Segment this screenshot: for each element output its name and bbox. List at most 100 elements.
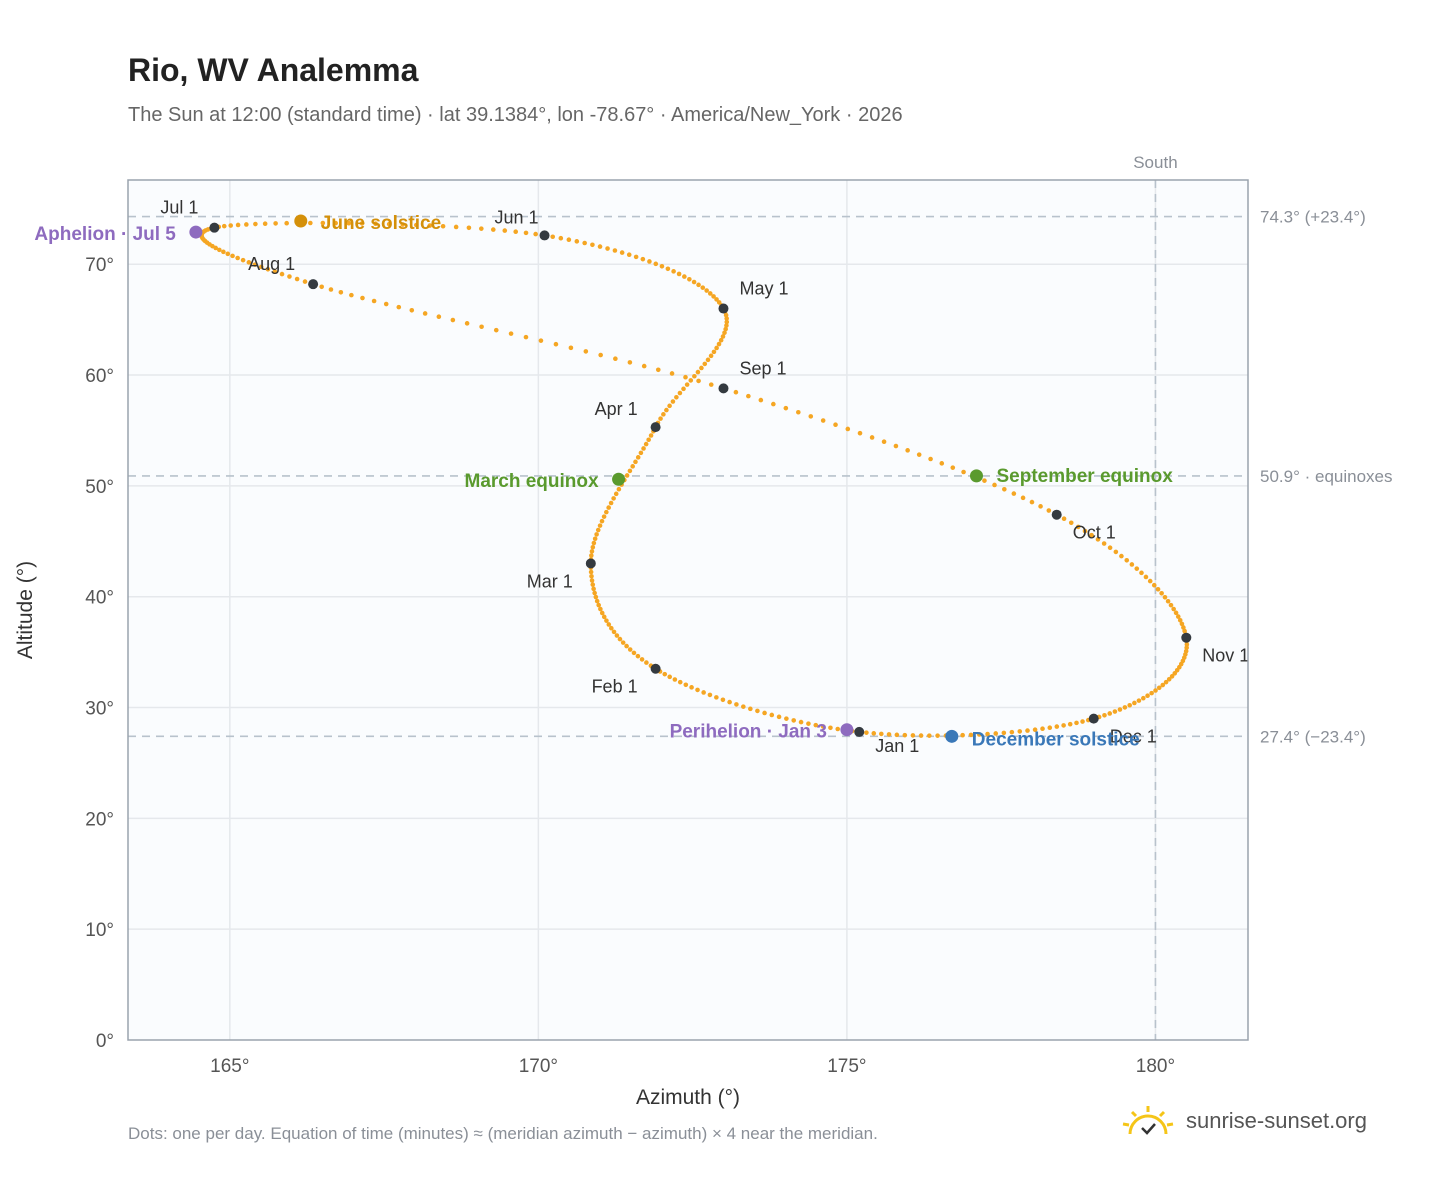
daily-dot [1017,729,1023,734]
axis-ticks: 165° 170° 175° 180° 0° 10° 20° 30° 40° 50° 60° 70° [85,255,1175,1077]
daily-dot [258,264,264,270]
event-label: Aphelion · Jul 5 [34,224,176,245]
daily-dot [695,687,700,693]
daily-dot [677,679,683,685]
daily-dot [1002,486,1007,492]
daily-dot [589,573,594,579]
daily-dot [284,220,289,226]
daily-dot [590,544,596,550]
daily-dot [820,418,826,423]
daily-dot [1025,728,1030,733]
event-dot [945,729,959,743]
daily-dot [253,221,258,227]
daily-dot [440,223,446,229]
daily-dot [1145,693,1150,699]
daily-dot [338,289,344,295]
daily-dot [246,260,252,265]
daily-dot [568,345,574,351]
daily-dot [422,311,428,316]
plot-area [128,180,1248,1040]
daily-dot [714,345,719,351]
x-tick-label: 170° [519,1056,558,1077]
daily-dot [746,393,751,399]
daily-dot [696,282,701,288]
daily-dot [599,518,605,524]
daily-dot [605,246,610,251]
daily-dot [360,295,365,301]
y-tick-label: 70° [85,255,114,276]
daily-dot [833,422,838,428]
daily-dot [667,674,672,680]
daily-dot [676,271,682,277]
brand[interactable]: sunrise-sunset.org [1120,1104,1367,1138]
daily-dot [1061,516,1067,522]
daily-dot [590,582,596,587]
daily-dot [279,271,285,277]
brand-text[interactable]: sunrise-sunset.org [1186,1108,1367,1133]
x-tick-label: 165° [210,1056,249,1077]
daily-dot [724,323,729,328]
month-dot [1051,509,1062,520]
daily-dot [724,319,730,325]
month-label: Jan 1 [875,736,919,756]
daily-dot [1040,726,1045,732]
daily-dot [960,732,965,738]
daily-dot [1184,642,1190,647]
daily-dot [662,671,668,677]
month-dot [585,558,596,569]
daily-dot [700,285,706,290]
daily-dot [1054,724,1060,729]
daily-dot [619,250,625,255]
daily-dot [835,726,841,732]
daily-dot [479,226,484,231]
daily-dot [714,695,719,700]
daily-dot [333,220,338,226]
event-label: June solstice [321,213,441,234]
daily-dot [601,514,607,519]
daily-dot [630,464,635,469]
y-tick-label: 40° [85,588,114,609]
daily-dot [672,677,678,682]
daily-dot [302,279,308,284]
daily-dot [373,221,378,227]
daily-dot [624,643,629,649]
daily-dot [961,469,966,475]
daily-dot [608,500,614,506]
daily-dot [791,718,797,723]
daily-dot [493,327,499,333]
daily-dot [1029,499,1035,505]
daily-dot [240,257,246,263]
daily-dot [1061,723,1066,728]
daily-dot [589,549,595,554]
month-dot [650,422,661,433]
daily-dot [714,297,719,302]
daily-dot [590,242,595,248]
daily-dot [606,505,611,510]
daily-dot [702,361,708,367]
month-dot [209,222,220,233]
daily-dot [813,722,819,728]
daily-dot [1124,557,1130,563]
daily-dot [589,553,594,558]
month-dot [650,663,661,674]
daily-dot [718,337,724,343]
daily-dot [617,636,623,642]
daily-dot [513,229,519,234]
y-tick-label: 20° [85,809,114,830]
daily-dot [606,622,612,627]
daily-dot [687,276,692,282]
daily-dot [683,374,688,380]
daily-dot [928,456,933,462]
daily-dot [1134,566,1140,571]
daily-dot [669,371,675,376]
y-tick-label: 0° [96,1031,114,1052]
daily-dot [1067,721,1073,727]
daily-dot [640,256,646,262]
daily-dot [1175,614,1181,619]
daily-dot [1046,508,1052,513]
daily-dot [611,629,617,635]
daily-dot [918,733,924,738]
daily-dot [371,298,377,304]
reference-line-label: 50.9° · equinoxes [1260,467,1393,486]
daily-dot [386,221,392,227]
